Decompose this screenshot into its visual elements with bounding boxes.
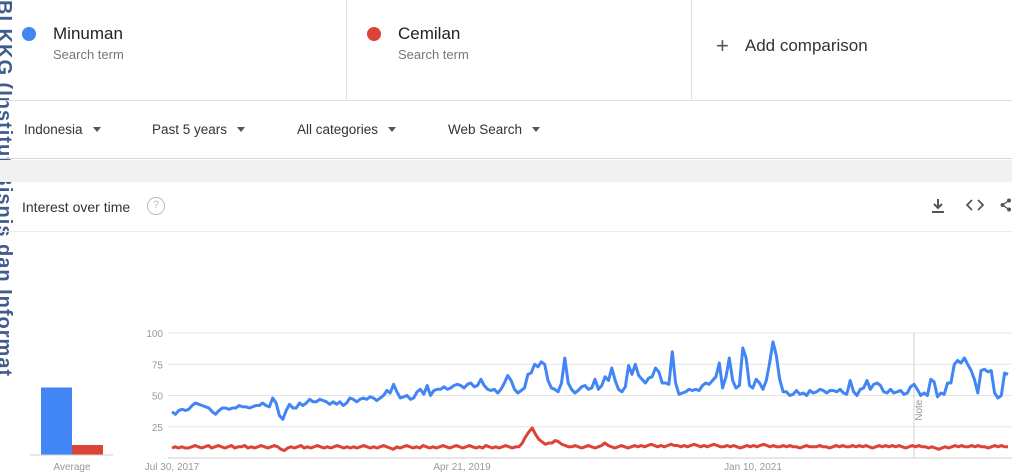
average-label: Average <box>53 462 91 473</box>
term-name: Cemilan <box>398 24 461 43</box>
x-tick-label: Apr 21, 2019 <box>433 462 491 473</box>
series-color-dot <box>22 27 36 41</box>
card-title: Interest over time <box>22 199 131 215</box>
term-card-minuman[interactable]: Minuman Search term <box>0 0 347 101</box>
category-value: All categories <box>297 122 379 137</box>
comparison-bar: Minuman Search term Cemilan Search term … <box>0 0 1012 101</box>
section-gap <box>0 160 1012 182</box>
series-line-cemilan <box>171 426 1008 452</box>
y-tick-label: 25 <box>152 423 164 434</box>
x-axis-labels: Jul 30, 2017 Apr 21, 2019 Jan 10, 2021 <box>145 462 783 473</box>
region-dropdown[interactable]: Indonesia <box>24 122 101 137</box>
caret-down-icon <box>532 127 541 132</box>
series-lines <box>171 340 1009 452</box>
term-subtitle: Search term <box>398 47 469 62</box>
embed-icon[interactable] <box>965 198 985 215</box>
term-subtitle: Search term <box>53 47 124 62</box>
download-icon[interactable] <box>931 198 945 217</box>
caret-down-icon <box>388 127 397 132</box>
x-tick-label: Jan 10, 2021 <box>724 462 782 473</box>
category-dropdown[interactable]: All categories <box>297 122 397 137</box>
note-label: Note <box>914 399 925 421</box>
caret-down-icon <box>92 127 101 132</box>
average-bars: Average <box>30 387 113 473</box>
property-dropdown[interactable]: Web Search <box>448 122 541 137</box>
caret-down-icon <box>237 127 246 132</box>
property-value: Web Search <box>448 122 523 137</box>
card-header: Interest over time ? <box>0 182 1012 232</box>
average-bar <box>41 387 72 455</box>
term-name: Minuman <box>53 24 123 43</box>
average-bar <box>72 445 103 455</box>
plus-icon: + <box>716 33 729 58</box>
help-icon[interactable]: ? <box>147 197 165 215</box>
y-tick-label: 50 <box>152 392 164 403</box>
x-tick-label: Jul 30, 2017 <box>145 462 200 473</box>
term-card-cemilan[interactable]: Cemilan Search term <box>347 0 692 101</box>
chart-grid: 25 50 75 100 Note <box>146 329 1012 459</box>
add-comparison-label: Add comparison <box>744 36 868 55</box>
y-tick-label: 100 <box>146 329 163 340</box>
y-tick-label: 75 <box>152 360 164 371</box>
interest-over-time-chart[interactable]: 25 50 75 100 Note Average Jul 30, 2017 Apr 21… <box>0 232 1012 475</box>
add-comparison-button[interactable]: + Add comparison <box>692 0 1012 101</box>
share-icon[interactable] <box>1000 198 1012 215</box>
filter-bar: Indonesia Past 5 years All categories We… <box>0 101 1012 159</box>
period-dropdown[interactable]: Past 5 years <box>152 122 246 137</box>
period-value: Past 5 years <box>152 122 228 137</box>
series-line-minuman <box>171 340 1009 421</box>
series-color-dot <box>367 27 381 41</box>
region-value: Indonesia <box>24 122 83 137</box>
side-watermark: BI KKG (Institut Bisnis dan Informat <box>0 0 15 378</box>
